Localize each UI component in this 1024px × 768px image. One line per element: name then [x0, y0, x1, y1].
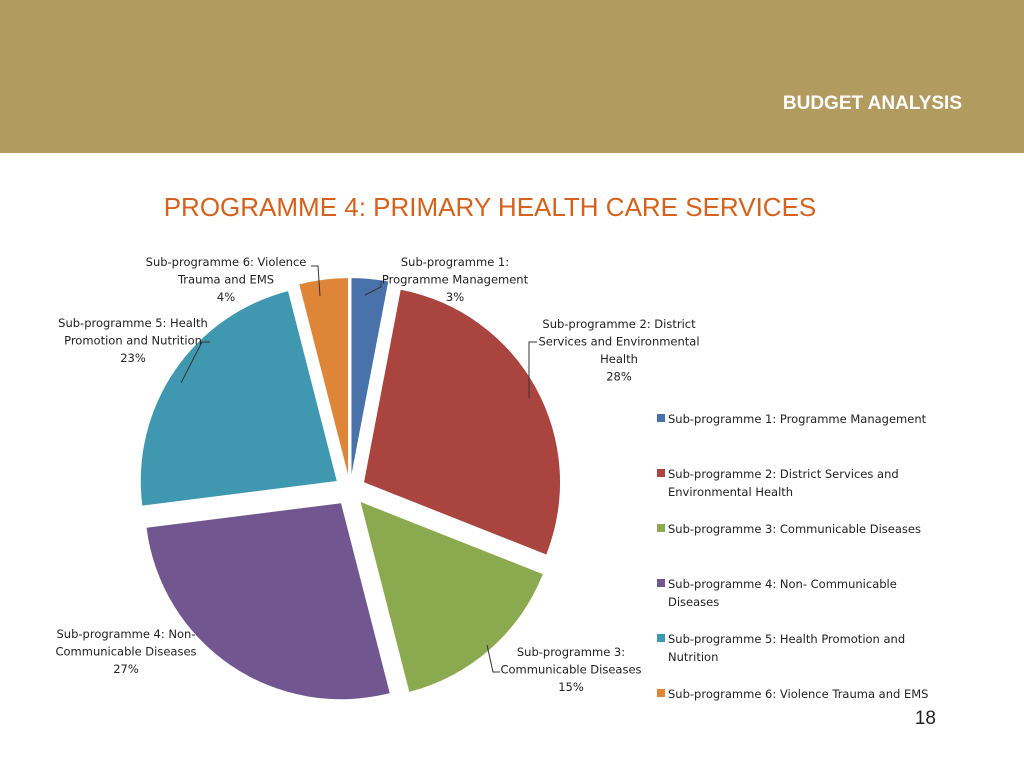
legend-swatch-3: [657, 524, 665, 532]
leader-line-4: [180, 341, 210, 384]
slice-label-3: Sub-programme 3: Communicable Diseases 15%: [500, 645, 641, 694]
pie-slice-6: [299, 278, 348, 475]
pie-slice-3: [360, 502, 543, 692]
header-banner: BUDGET ANALYSIS: [0, 0, 1024, 153]
pie-slice-5: [140, 291, 337, 506]
legend-entry-1: Sub-programme 1: Programme Management: [668, 412, 927, 426]
legend-entry-5: Sub-programme 5: Health Promotion and Nut…: [668, 632, 905, 664]
pie-slice-4: [146, 503, 390, 700]
slice-label-1: Sub-programme 1: Programme Management 3%: [382, 255, 529, 304]
leader-line-3: [486, 644, 500, 673]
legend-entry-4: Sub-programme 4: Non- Communicable Diseas…: [668, 577, 897, 609]
pie-slice-2: [364, 289, 561, 555]
slice-label-2: Sub-programme 2: District Services and En…: [538, 317, 699, 384]
legend-swatch-4: [657, 579, 665, 587]
header-title: BUDGET ANALYSIS: [782, 93, 962, 114]
leader-line-1: [364, 281, 382, 296]
slice-label-4: Sub-programme 4: Non-Communicable Diseas…: [55, 627, 196, 676]
leader-line-2: [528, 341, 537, 398]
slice-label-5: Sub-programme 5: Health Promotion and Nut…: [58, 316, 208, 365]
chart-legend: Sub-programme 1: Programme Management Sub…: [657, 412, 928, 701]
legend-swatch-6: [657, 689, 665, 697]
slide-title: PROGRAMME 4: PRIMARY HEALTH CARE SERVICE…: [163, 192, 817, 222]
leader-line-5: [311, 265, 321, 297]
legend-swatch-1: [657, 414, 665, 422]
pie-slice-1: [351, 278, 389, 475]
legend-entry-2: Sub-programme 2: District Services and En…: [668, 467, 899, 499]
legend-entry-6: Sub-programme 6: Violence Trauma and EMS: [668, 687, 928, 701]
legend-swatch-2: [657, 469, 665, 477]
page-number: 18: [914, 708, 936, 729]
legend-swatch-5: [657, 634, 665, 642]
slice-label-6: Sub-programme 6: Violence Trauma and EMS 4…: [146, 255, 307, 304]
legend-entry-3: Sub-programme 3: Communicable Diseases: [668, 522, 921, 536]
